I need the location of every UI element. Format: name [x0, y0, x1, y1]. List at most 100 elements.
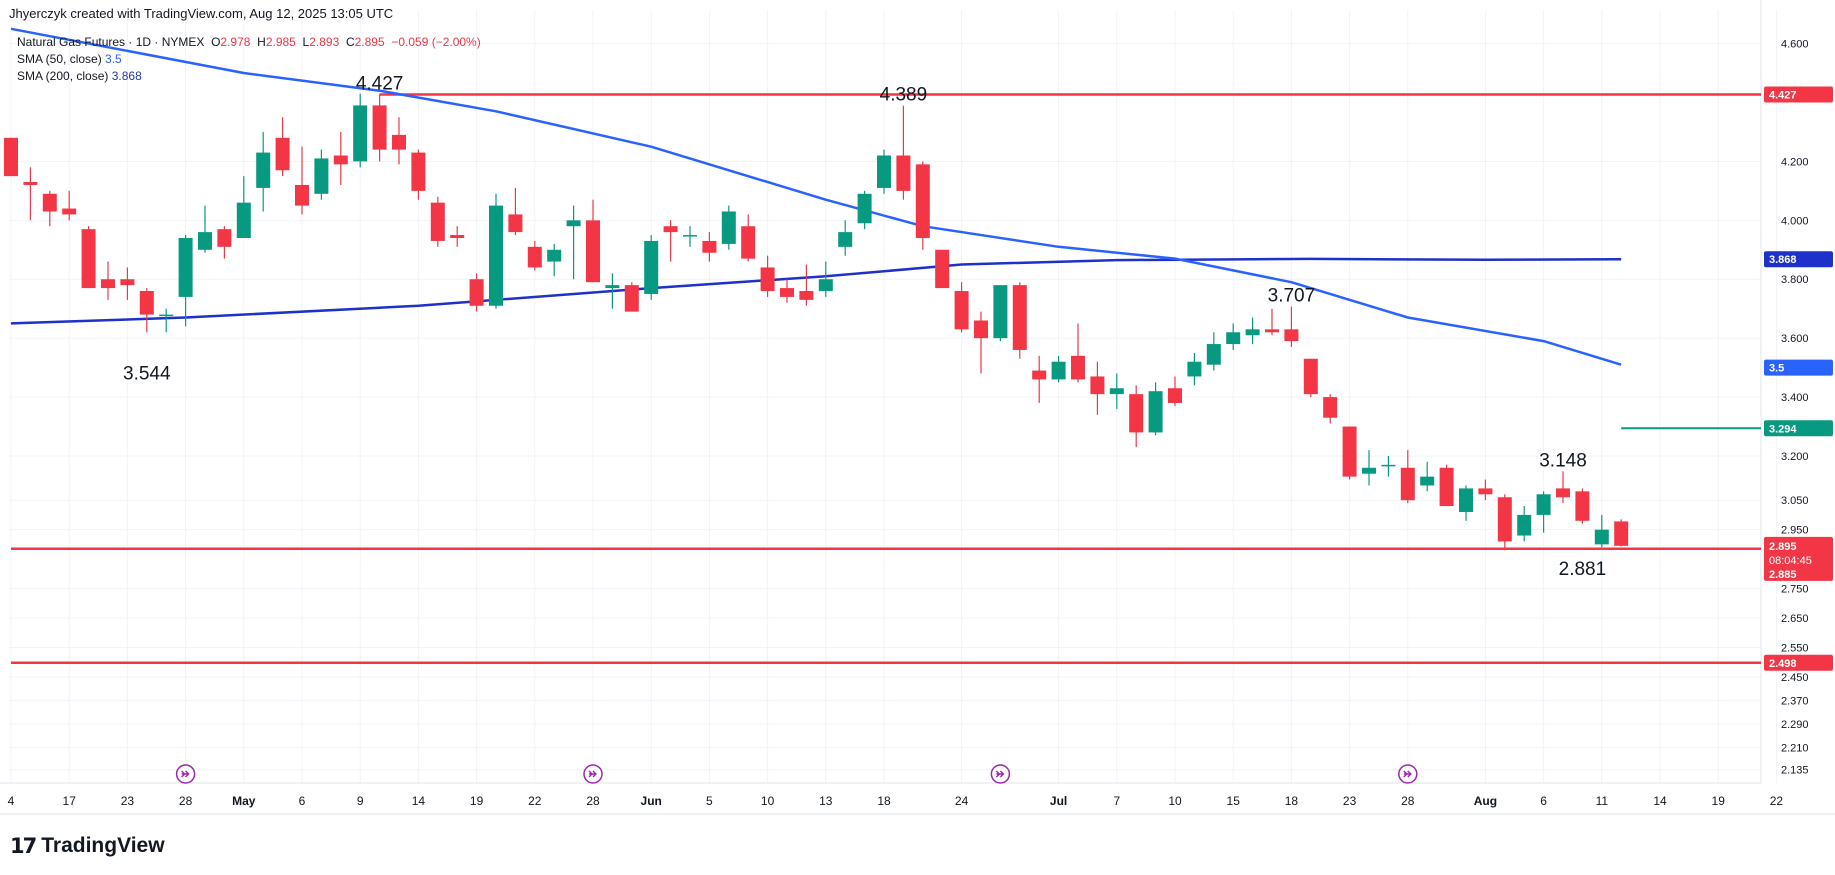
candle	[256, 131, 271, 212]
candle	[799, 264, 814, 306]
candle-body	[915, 164, 930, 238]
candle-body	[120, 279, 135, 286]
candle	[1478, 479, 1493, 501]
candle-body	[469, 279, 484, 306]
legend-close: C2.895	[345, 35, 385, 49]
price-badge-3.5-text: 3.5	[1769, 363, 1784, 375]
candle-body	[1614, 521, 1629, 546]
candle-body	[838, 232, 853, 247]
tradingview-brand: TradingView	[41, 834, 165, 857]
price-badge-3.5	[1764, 359, 1833, 376]
candle	[877, 149, 891, 194]
candle-body	[139, 291, 154, 315]
legend-sma50-value: 3.5	[105, 52, 122, 66]
candle-body	[411, 152, 426, 191]
legend-ohlc-row[interactable]: Natural Gas Futures · 1D · NYMEX O2.978 …	[17, 34, 481, 51]
y-tick-label: 4.000	[1781, 215, 1809, 227]
candle	[469, 273, 484, 312]
candle-body	[4, 137, 18, 177]
candle-body	[1362, 467, 1376, 474]
x-tick-label: 13	[819, 794, 833, 808]
last-price-value: 2.895	[1769, 541, 1797, 553]
candle-body	[1420, 476, 1435, 486]
price-badge-3.868-text: 3.868	[1769, 254, 1797, 266]
candle	[1226, 323, 1241, 350]
candle	[1439, 464, 1454, 507]
tradingview-logo[interactable]: 17 TradingView	[10, 834, 165, 858]
x-tick-label: 17	[63, 794, 77, 808]
candle	[178, 235, 193, 327]
candle-body	[1517, 514, 1532, 536]
candle	[896, 105, 911, 200]
candle	[333, 131, 348, 185]
candle	[450, 226, 465, 247]
legend-sma50-label: SMA (50, close)	[17, 52, 102, 66]
candle	[430, 196, 445, 247]
y-tick-label: 2.135	[1781, 765, 1809, 777]
y-tick-label: 3.200	[1781, 451, 1809, 463]
x-tick-label: 11	[1596, 794, 1609, 808]
candle	[935, 249, 950, 289]
candle	[1517, 506, 1532, 542]
candle-body	[624, 285, 639, 312]
legend-sma200-value: 3.868	[111, 69, 142, 83]
candle	[1245, 317, 1260, 345]
candle-body	[605, 285, 620, 289]
candle	[1323, 394, 1338, 424]
candle	[42, 190, 57, 227]
y-tick-label: 2.210	[1781, 743, 1809, 755]
candle-body	[1284, 329, 1299, 342]
candle-body	[1051, 361, 1066, 380]
x-tick-label: 23	[121, 794, 135, 808]
candle-body	[1071, 355, 1085, 380]
y-tick-label: 4.600	[1781, 39, 1809, 51]
x-tick-label: 7	[1113, 794, 1120, 808]
event-marker-icon	[990, 764, 1011, 784]
candle-body	[217, 229, 232, 247]
candle	[1420, 461, 1435, 492]
candle-body	[993, 285, 1008, 339]
candle	[508, 187, 523, 236]
candle-body	[314, 158, 329, 194]
candle	[1497, 494, 1512, 551]
candle	[857, 190, 872, 230]
candle	[62, 190, 77, 221]
price-badge-2.498-text: 2.498	[1769, 658, 1797, 670]
candle-body	[372, 105, 387, 150]
candle	[1284, 306, 1299, 347]
price-badge-2.498	[1764, 654, 1833, 671]
candle	[838, 220, 853, 256]
candle	[644, 235, 659, 300]
candle	[974, 311, 988, 374]
legend-sma200-row[interactable]: SMA (200, close) 3.868	[17, 68, 481, 85]
x-tick-label: 28	[1401, 794, 1415, 808]
candle-body	[896, 155, 911, 191]
x-tick-label: 14	[1653, 794, 1667, 808]
candle-body	[159, 314, 174, 317]
legend-sma50-row[interactable]: SMA (50, close) 3.5	[17, 51, 481, 68]
candle-body	[62, 208, 77, 215]
candle	[1206, 332, 1221, 371]
candle	[353, 93, 368, 168]
candle-body	[1012, 285, 1027, 350]
annotation-label: 4.389	[880, 85, 928, 106]
candle	[1575, 488, 1590, 524]
candle	[392, 117, 406, 165]
x-tick-label: Aug	[1474, 794, 1497, 808]
candle-body	[1245, 329, 1260, 336]
x-tick-label: May	[232, 794, 256, 808]
price-badge-3.868	[1764, 251, 1833, 268]
candle-body	[430, 202, 445, 241]
candle-body	[1439, 467, 1454, 507]
y-tick-label: 4.200	[1781, 156, 1809, 168]
candle	[1071, 323, 1085, 383]
x-tick-label: 9	[357, 794, 364, 808]
x-tick-label: Jul	[1050, 794, 1067, 808]
candle-body	[1265, 329, 1279, 333]
x-tick-label: 23	[1343, 794, 1357, 808]
price-badge-3.294-text: 3.294	[1769, 423, 1797, 435]
candle-body	[683, 235, 697, 237]
legend-change: −0.059 (−2.00%)	[391, 35, 481, 49]
